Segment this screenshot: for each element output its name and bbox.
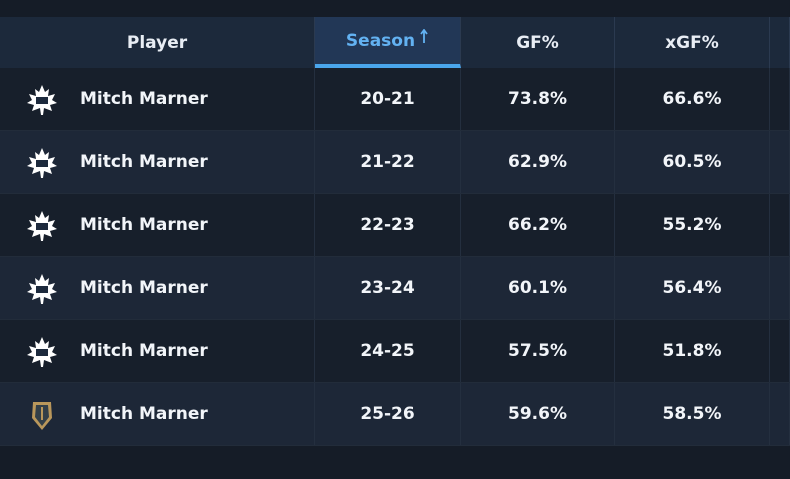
column-header[interactable] — [770, 17, 790, 68]
table-row[interactable]: Mitch Marner 23-24 60.1% 56.4% — [0, 257, 790, 320]
table-cell: 73.8% — [461, 68, 615, 130]
sort-arrow — [420, 28, 428, 43]
player-name: Mitch Marner — [0, 383, 315, 445]
column-header[interactable]: GF% — [461, 17, 615, 68]
table-cell — [770, 320, 790, 382]
table-cell: 24-25 — [315, 320, 461, 382]
table-cell — [770, 257, 790, 319]
table-cell: 58.5% — [615, 383, 770, 445]
table-row[interactable]: Mitch Marner 21-22 62.9% 60.5% — [0, 131, 790, 194]
table-cell: 60.1% — [461, 257, 615, 319]
column-header[interactable]: Player — [0, 17, 315, 68]
table-row[interactable]: Mitch Marner 22-23 66.2% 55.2% — [0, 194, 790, 257]
team-logo — [27, 211, 57, 241]
player-name: Mitch Marner — [0, 194, 315, 256]
table-cell: 62.9% — [461, 131, 615, 193]
header-label: GF% — [516, 32, 559, 53]
team-logo — [27, 274, 57, 304]
team-logo — [27, 337, 57, 367]
header-label: Player — [126, 32, 188, 53]
player-name: Mitch Marner — [0, 68, 315, 130]
column-header[interactable]: Season — [315, 17, 461, 68]
table-cell — [770, 68, 790, 130]
table-cell: 59.6% — [461, 383, 615, 445]
header-label: xGF% — [665, 32, 719, 53]
table-row[interactable]: Mitch Marner 24-25 57.5% 51.8% — [0, 320, 790, 383]
table-cell: 56.4% — [615, 257, 770, 319]
table-cell: 20-21 — [315, 68, 461, 130]
table-cell — [770, 383, 790, 445]
team-logo — [27, 148, 57, 178]
player-name: Mitch Marner — [0, 131, 315, 193]
table-cell — [770, 131, 790, 193]
player-name: Mitch Marner — [0, 257, 315, 319]
table-row[interactable]: Mitch Marner 25-26 59.6% 58.5% — [0, 383, 790, 446]
table-cell — [770, 194, 790, 256]
team-logo — [32, 402, 52, 430]
column-header[interactable]: xGF% — [615, 17, 770, 68]
table-cell: 66.2% — [461, 194, 615, 256]
table-cell: 25-26 — [315, 383, 461, 445]
table-cell: 66.6% — [615, 68, 770, 130]
table-cell: 51.8% — [615, 320, 770, 382]
table-cell: 23-24 — [315, 257, 461, 319]
table-row[interactable]: Mitch Marner 20-21 73.8% 66.6% — [0, 68, 790, 131]
table-cell: 55.2% — [615, 194, 770, 256]
table-cell: 21-22 — [315, 131, 461, 193]
header-label: Season — [345, 30, 416, 51]
player-name: Mitch Marner — [0, 320, 315, 382]
table-cell: 60.5% — [615, 131, 770, 193]
table-cell: 22-23 — [315, 194, 461, 256]
table-cell: 57.5% — [461, 320, 615, 382]
team-logo — [27, 85, 57, 115]
